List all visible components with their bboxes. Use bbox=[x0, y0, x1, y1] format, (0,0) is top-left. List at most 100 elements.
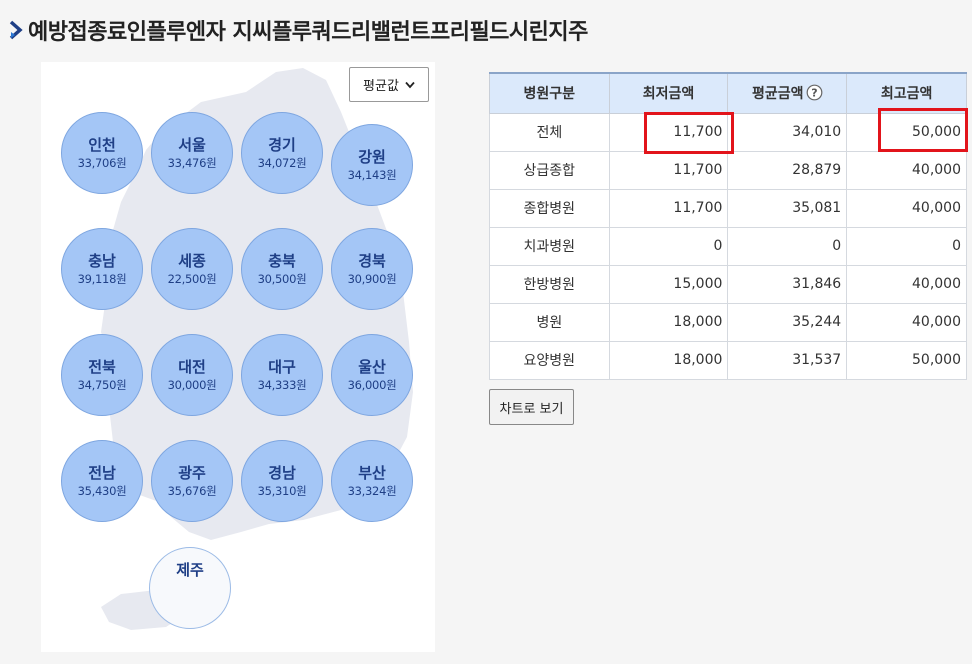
column-header: 최고금액 bbox=[846, 72, 967, 114]
region-bubble-ulsan[interactable]: 울산 36,000원 bbox=[331, 334, 413, 416]
table-row: 치과병원 0 0 0 bbox=[489, 226, 967, 266]
region-bubble-gyeonggi[interactable]: 경기 34,072원 bbox=[241, 112, 323, 194]
region-bubble-chungnam[interactable]: 충남 39,118원 bbox=[61, 228, 143, 310]
region-bubble-gyeongnam[interactable]: 경남 35,310원 bbox=[241, 440, 323, 522]
table-row: 전체 11,700 34,010 50,000 bbox=[489, 112, 967, 152]
region-bubble-gwangju[interactable]: 광주 35,676원 bbox=[151, 440, 233, 522]
region-amount: 30,500원 bbox=[257, 272, 307, 286]
chevron-right-icon bbox=[9, 20, 23, 40]
region-name: 경기 bbox=[268, 136, 296, 154]
avg-amount-cell: 0 bbox=[727, 226, 848, 266]
region-bubble-daegu[interactable]: 대구 34,333원 bbox=[241, 334, 323, 416]
column-header: 병원구분 bbox=[489, 72, 610, 114]
region-bubble-gangwon[interactable]: 강원 34,143원 bbox=[331, 124, 413, 206]
region-amount: 30,900원 bbox=[347, 272, 397, 286]
region-name: 전북 bbox=[88, 358, 116, 376]
column-header: 최저금액 bbox=[608, 72, 729, 114]
min-amount-cell: 11,700 bbox=[608, 150, 729, 190]
region-name: 울산 bbox=[358, 358, 386, 376]
max-amount-cell: 40,000 bbox=[846, 188, 967, 228]
region-amount: 34,750원 bbox=[77, 378, 127, 392]
region-amount: 30,000원 bbox=[167, 378, 217, 392]
region-map-panel: 평균값 인천 33,706원 서울 33,476원 경기 34,072원 강원 … bbox=[41, 62, 435, 652]
region-name: 제주 bbox=[176, 561, 204, 579]
hospital-type-cell: 병원 bbox=[489, 302, 610, 342]
region-name: 인천 bbox=[88, 136, 116, 154]
chevron-down-icon bbox=[405, 81, 415, 88]
max-amount-cell: 50,000 bbox=[846, 112, 967, 152]
region-bubble-jeju[interactable]: 제주 bbox=[149, 547, 231, 629]
avg-amount-cell: 34,010 bbox=[727, 112, 848, 152]
hospital-type-cell: 한방병원 bbox=[489, 264, 610, 304]
table-row: 한방병원 15,000 31,846 40,000 bbox=[489, 264, 967, 304]
view-chart-button[interactable]: 차트로 보기 bbox=[489, 389, 574, 425]
min-amount-cell: 11,700 bbox=[608, 112, 729, 152]
hospital-type-cell: 전체 bbox=[489, 112, 610, 152]
column-header-label: 평균금액 bbox=[752, 86, 804, 103]
region-name: 충남 bbox=[88, 252, 116, 270]
region-bubble-gyeongbuk[interactable]: 경북 30,900원 bbox=[331, 228, 413, 310]
region-name: 전남 bbox=[88, 464, 116, 482]
max-amount-cell: 40,000 bbox=[846, 264, 967, 304]
table-row: 요양병원 18,000 31,537 50,000 bbox=[489, 340, 967, 380]
region-amount: 35,430원 bbox=[77, 484, 127, 498]
min-amount-cell: 18,000 bbox=[608, 302, 729, 342]
region-amount: 33,324원 bbox=[347, 484, 397, 498]
region-name: 부산 bbox=[358, 464, 386, 482]
region-amount: 39,118원 bbox=[77, 272, 127, 286]
region-amount: 33,476원 bbox=[167, 156, 217, 170]
min-amount-cell: 18,000 bbox=[608, 340, 729, 380]
hospital-type-cell: 상급종합 bbox=[489, 150, 610, 190]
max-amount-cell: 50,000 bbox=[846, 340, 967, 380]
region-name: 경남 bbox=[268, 464, 296, 482]
avg-amount-cell: 35,244 bbox=[727, 302, 848, 342]
min-amount-cell: 11,700 bbox=[608, 188, 729, 228]
svg-text:?: ? bbox=[811, 87, 817, 100]
max-amount-cell: 40,000 bbox=[846, 150, 967, 190]
region-name: 서울 bbox=[178, 136, 206, 154]
region-bubble-chungbuk[interactable]: 충북 30,500원 bbox=[241, 228, 323, 310]
min-amount-cell: 15,000 bbox=[608, 264, 729, 304]
region-amount: 35,676원 bbox=[167, 484, 217, 498]
hospital-type-cell: 치과병원 bbox=[489, 226, 610, 266]
page-title: 예방접종료인플루엔자 지씨플루쿼드리밸런트프리필드시린지주 bbox=[8, 14, 588, 46]
region-bubble-busan[interactable]: 부산 33,324원 bbox=[331, 440, 413, 522]
region-amount: 34,333원 bbox=[257, 378, 307, 392]
region-name: 대전 bbox=[178, 358, 206, 376]
stat-type-select[interactable]: 평균값 bbox=[349, 67, 429, 102]
table-row: 종합병원 11,700 35,081 40,000 bbox=[489, 188, 967, 228]
region-amount: 33,706원 bbox=[77, 156, 127, 170]
avg-amount-cell: 31,537 bbox=[727, 340, 848, 380]
max-amount-cell: 0 bbox=[846, 226, 967, 266]
region-bubble-jeonbuk[interactable]: 전북 34,750원 bbox=[61, 334, 143, 416]
region-name: 충북 bbox=[268, 252, 296, 270]
region-bubble-incheon[interactable]: 인천 33,706원 bbox=[61, 112, 143, 194]
min-amount-cell: 0 bbox=[608, 226, 729, 266]
region-name: 대구 bbox=[268, 358, 296, 376]
table-header-row: 병원구분 최저금액 평균금액? 최고금액 bbox=[489, 72, 967, 114]
hospital-type-cell: 요양병원 bbox=[489, 340, 610, 380]
table-row: 상급종합 11,700 28,879 40,000 bbox=[489, 150, 967, 190]
hospital-type-cell: 종합병원 bbox=[489, 188, 610, 228]
region-name: 강원 bbox=[358, 148, 386, 166]
region-name: 광주 bbox=[178, 464, 206, 482]
region-amount: 34,072원 bbox=[257, 156, 307, 170]
avg-amount-cell: 28,879 bbox=[727, 150, 848, 190]
avg-amount-cell: 31,846 bbox=[727, 264, 848, 304]
stat-type-select-value: 평균값 bbox=[363, 79, 399, 94]
region-bubble-jeonnam[interactable]: 전남 35,430원 bbox=[61, 440, 143, 522]
region-amount: 22,500원 bbox=[167, 272, 217, 286]
region-amount: 34,143원 bbox=[347, 168, 397, 182]
help-icon[interactable]: ? bbox=[806, 84, 823, 101]
page-title-text: 예방접종료인플루엔자 지씨플루쿼드리밸런트프리필드시린지주 bbox=[28, 20, 588, 45]
region-bubble-sejong[interactable]: 세종 22,500원 bbox=[151, 228, 233, 310]
region-bubble-daejeon[interactable]: 대전 30,000원 bbox=[151, 334, 233, 416]
column-header-average: 평균금액? bbox=[727, 72, 848, 114]
avg-amount-cell: 35,081 bbox=[727, 188, 848, 228]
max-amount-cell: 40,000 bbox=[846, 302, 967, 342]
region-amount: 36,000원 bbox=[347, 378, 397, 392]
region-bubble-seoul[interactable]: 서울 33,476원 bbox=[151, 112, 233, 194]
region-name: 세종 bbox=[178, 252, 206, 270]
price-table: 병원구분 최저금액 평균금액? 최고금액 전체 11,700 34,010 50… bbox=[489, 72, 967, 380]
region-amount: 35,310원 bbox=[257, 484, 307, 498]
